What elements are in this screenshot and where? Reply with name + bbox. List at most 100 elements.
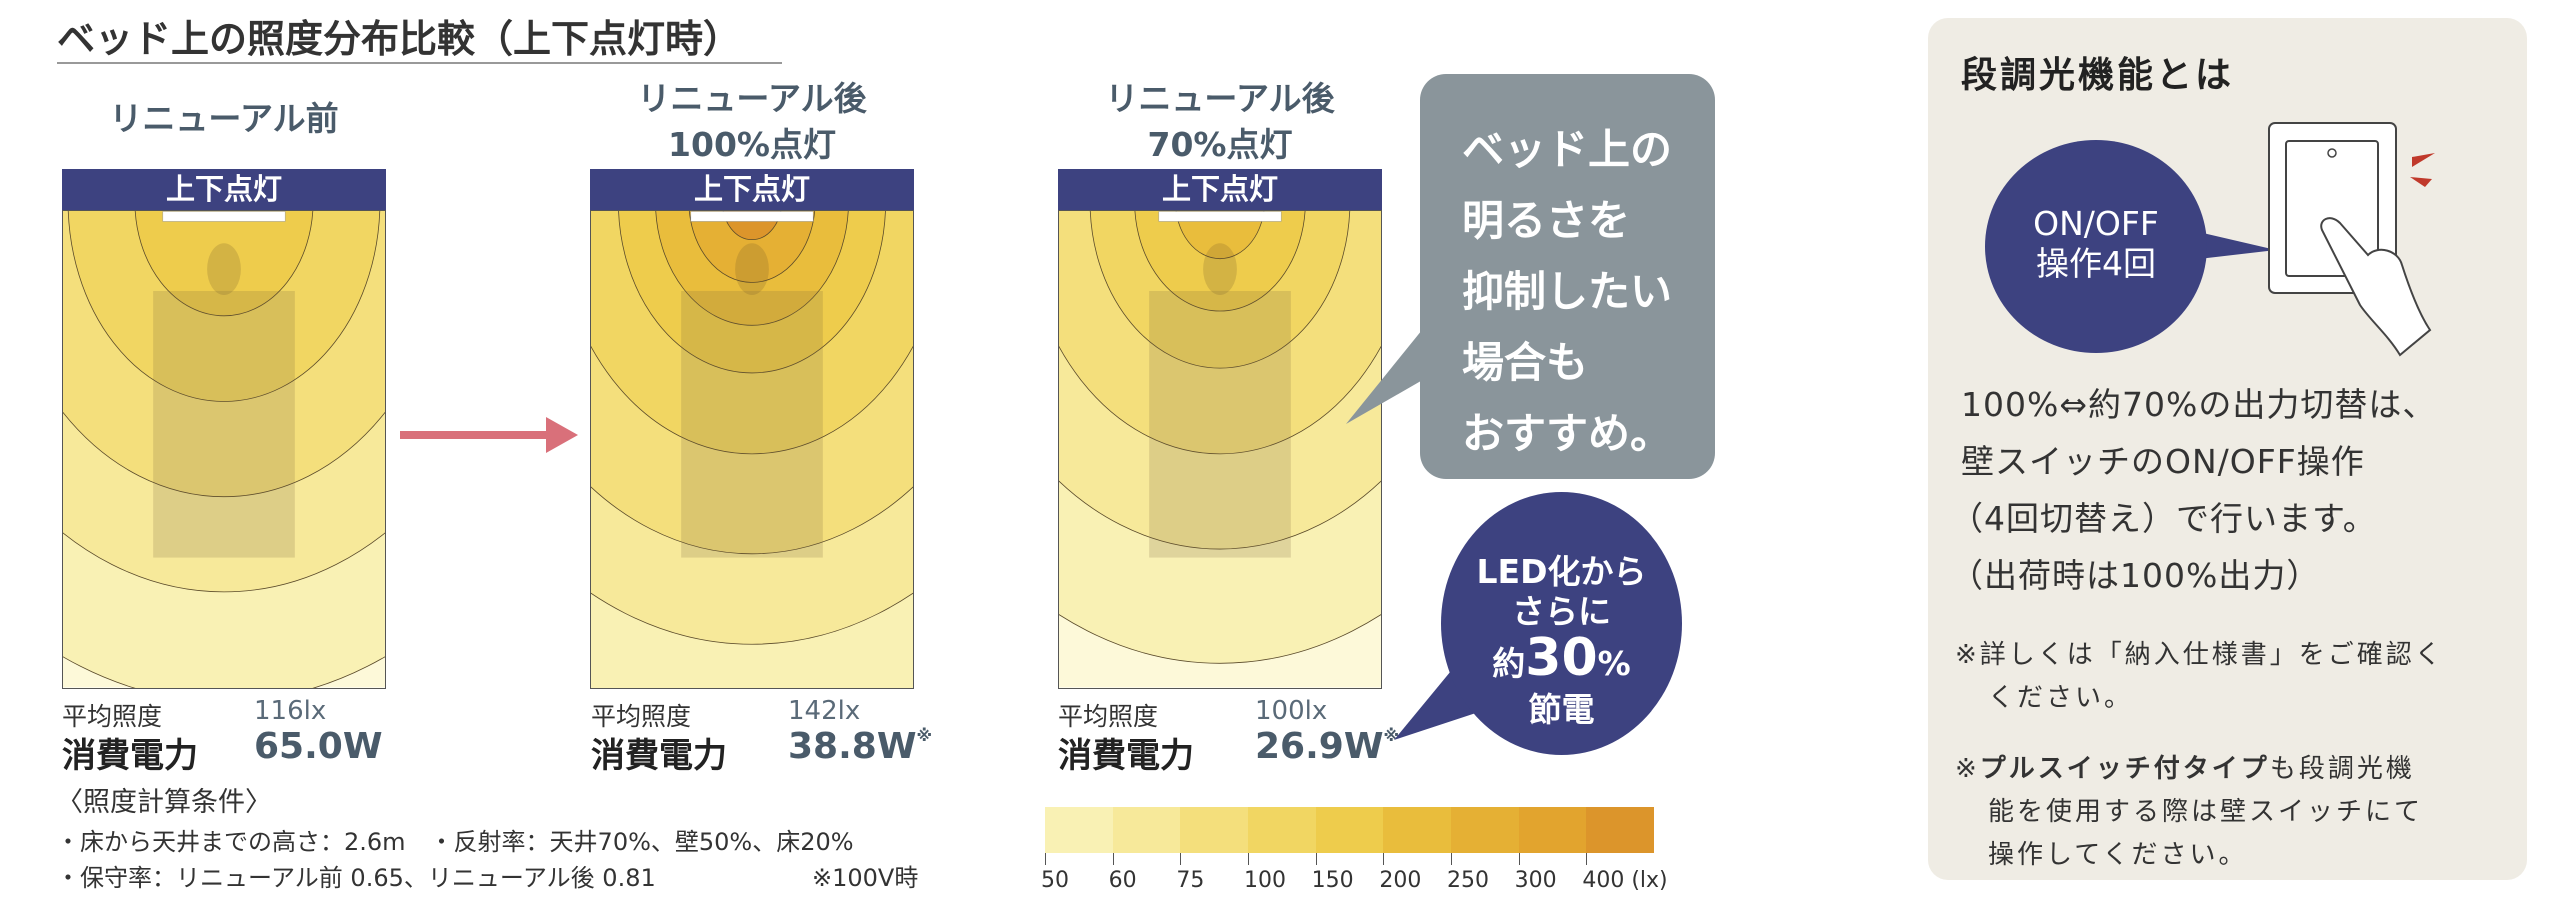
callout-line: おすすめ。 xyxy=(1462,409,1673,458)
column-label-before: リニューアル前 xyxy=(62,96,386,142)
savings-badge: LED化から さらに 約30% 節電 xyxy=(1441,492,1682,755)
callout-line: 明るさを xyxy=(1462,196,1631,245)
panel-body-line: （4回切替え）で行います。 xyxy=(1950,499,2377,538)
avg-illuminance-value: 100lx xyxy=(1255,696,1328,726)
label-line: リニューアル後 xyxy=(637,79,867,118)
conditions-line: ・床から天井までの高さ：2.6m ・反射率：天井70%、壁50%、床20% xyxy=(56,828,854,856)
scale-swatch xyxy=(1248,807,1316,853)
scale-swatch xyxy=(1315,807,1384,853)
callout-line: ベッド上の xyxy=(1462,125,1673,174)
arrow-shaft xyxy=(400,431,550,439)
panel-note: 操作してください。 xyxy=(1988,840,2248,870)
avg-illuminance-label: 平均照度 xyxy=(62,702,163,731)
conditions-heading: 〈照度計算条件〉 xyxy=(56,787,272,818)
bed-area xyxy=(153,290,295,558)
arrow-head xyxy=(546,417,578,453)
scale-swatch xyxy=(1045,807,1113,853)
ceiling-light xyxy=(162,211,286,222)
column-label-after-100: リニューアル後 100%点灯 xyxy=(590,76,914,168)
label-line: 70%点灯 xyxy=(1147,125,1293,164)
callout-tail xyxy=(1346,330,1440,424)
bed-area xyxy=(681,290,823,558)
header-bar: 上下点灯 xyxy=(62,169,386,210)
power-number: 26.9W xyxy=(1255,726,1384,767)
scale-tick xyxy=(1112,853,1114,865)
conditions-line: ・保守率：リニューアル前 0.65、リニューアル後 0.81 xyxy=(56,864,656,892)
note-mark: ※ xyxy=(1955,754,1980,784)
power-value: 38.8W※ xyxy=(788,726,932,767)
scale-label: 100 xyxy=(1244,868,1286,893)
scale-tick xyxy=(1518,853,1520,865)
scale-swatch xyxy=(1451,807,1519,853)
panel-note: ※プルスイッチ付タイプも段調光機 xyxy=(1955,748,2415,785)
scale-tick xyxy=(1248,853,1249,865)
power-number: 38.8W xyxy=(788,726,917,767)
avg-illuminance-label: 平均照度 xyxy=(591,702,692,731)
panel-body-line: （出荷時は100%出力） xyxy=(1950,556,2321,595)
callout-bubble: ベッド上の 明るさを 抑制したい 場合も おすすめ。 xyxy=(1420,74,1715,479)
callout-line: 場合も xyxy=(1462,338,1589,387)
scale-tick xyxy=(1045,853,1046,865)
scale-label: 250 xyxy=(1447,868,1489,893)
savings-line: LED化から xyxy=(1476,552,1647,591)
arrow-right-icon xyxy=(400,417,578,453)
on-off-bubble: ON/OFF 操作4回 xyxy=(1985,140,2207,353)
panel-note: ※詳しくは「納入仕様書」をご確認く xyxy=(1955,640,2444,670)
power-label: 消費電力 xyxy=(62,736,198,776)
power-value: 65.0W xyxy=(254,726,383,767)
power-label: 消費電力 xyxy=(591,736,727,776)
page-title: ベッド上の照度分布比較（上下点灯時） xyxy=(57,17,742,61)
title-underline xyxy=(57,62,782,64)
panel-note: ください。 xyxy=(1988,683,2134,713)
scale-swatch xyxy=(1112,807,1181,853)
label-line: リニューアル前 xyxy=(109,99,339,138)
person-head xyxy=(1203,243,1237,295)
scale-label: 200 xyxy=(1379,868,1422,893)
scale-label: 300 xyxy=(1514,868,1557,893)
callout-line: 抑制したい xyxy=(1462,267,1673,316)
illuminance-map-before xyxy=(62,210,386,689)
scale-tick xyxy=(1315,853,1317,865)
savings-figure: 約30% xyxy=(1441,632,1682,690)
scale-tick xyxy=(1586,853,1588,865)
scale-label: 400 (lx) xyxy=(1582,868,1668,893)
label-line: 100%点灯 xyxy=(668,125,836,164)
scale-label: 75 xyxy=(1176,868,1205,893)
scale-tick xyxy=(1383,853,1385,865)
contour-band xyxy=(1134,211,1306,312)
scale-swatch xyxy=(1586,807,1655,853)
avg-illuminance-value: 142lx xyxy=(788,696,861,726)
person-head xyxy=(735,243,769,295)
bubble-tail xyxy=(2190,230,2276,260)
power-value: 26.9W※ xyxy=(1255,726,1399,767)
ceiling-light xyxy=(690,211,814,222)
scale-label: 150 xyxy=(1311,868,1354,893)
savings-number: 30 xyxy=(1525,628,1598,688)
footnote-mark: ※ xyxy=(916,726,933,745)
bubble-line: ON/OFF xyxy=(2033,204,2159,243)
note-text: も段調光機 xyxy=(2269,754,2415,784)
contour-band xyxy=(134,211,314,317)
savings-line: さらに xyxy=(1512,592,1611,631)
contour-band xyxy=(688,211,816,283)
savings-line: 節電 xyxy=(1528,690,1595,729)
power-label: 消費電力 xyxy=(1058,736,1194,776)
panel-note: 能を使用する際は壁スイッチにて xyxy=(1988,797,2424,827)
savings-prefix: 約 xyxy=(1492,644,1526,683)
panel-body-line: 100%⇔約70%の出力切替は、 xyxy=(1961,385,2437,424)
ceiling-light xyxy=(1158,211,1282,222)
color-scale xyxy=(1045,807,1655,853)
bed-area xyxy=(1149,290,1291,558)
illuminance-map-after-100 xyxy=(590,210,914,689)
person-head xyxy=(207,243,241,295)
scale-tick xyxy=(1180,853,1182,865)
savings-unit: % xyxy=(1597,644,1631,683)
avg-illuminance-value: 116lx xyxy=(254,696,327,726)
footnote-mark: ※ xyxy=(1383,726,1400,745)
power-number: 65.0W xyxy=(254,726,383,767)
scale-label: 50 xyxy=(1041,868,1069,893)
header-bar: 上下点灯 xyxy=(590,169,914,210)
panel-body-line: 壁スイッチのON/OFF操作 xyxy=(1961,442,2365,481)
contour-band xyxy=(1175,211,1265,260)
panel-title: 段調光機能とは xyxy=(1961,55,2235,96)
